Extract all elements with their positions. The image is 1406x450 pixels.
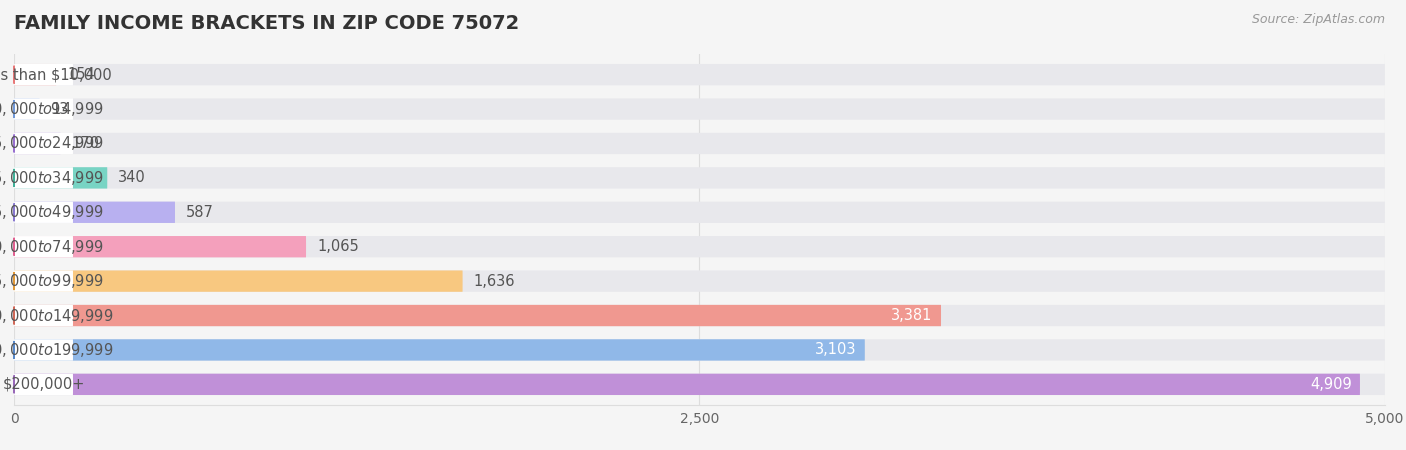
FancyBboxPatch shape bbox=[14, 133, 73, 154]
Text: $15,000 to $24,999: $15,000 to $24,999 bbox=[0, 135, 104, 153]
Text: 4,909: 4,909 bbox=[1310, 377, 1351, 392]
FancyBboxPatch shape bbox=[14, 99, 39, 120]
FancyBboxPatch shape bbox=[14, 305, 73, 326]
FancyBboxPatch shape bbox=[14, 305, 1385, 326]
FancyBboxPatch shape bbox=[14, 236, 307, 257]
Text: 1,065: 1,065 bbox=[316, 239, 359, 254]
Text: 170: 170 bbox=[72, 136, 100, 151]
Text: Source: ZipAtlas.com: Source: ZipAtlas.com bbox=[1251, 14, 1385, 27]
FancyBboxPatch shape bbox=[14, 202, 1385, 223]
FancyBboxPatch shape bbox=[14, 305, 941, 326]
FancyBboxPatch shape bbox=[14, 339, 73, 360]
Text: $100,000 to $149,999: $100,000 to $149,999 bbox=[0, 306, 114, 324]
Text: $50,000 to $74,999: $50,000 to $74,999 bbox=[0, 238, 104, 256]
Text: $35,000 to $49,999: $35,000 to $49,999 bbox=[0, 203, 104, 221]
FancyBboxPatch shape bbox=[14, 270, 73, 292]
FancyBboxPatch shape bbox=[14, 374, 1360, 395]
Text: 1,636: 1,636 bbox=[474, 274, 515, 288]
Text: $75,000 to $99,999: $75,000 to $99,999 bbox=[0, 272, 104, 290]
FancyBboxPatch shape bbox=[14, 167, 1385, 189]
Text: 154: 154 bbox=[67, 67, 96, 82]
FancyBboxPatch shape bbox=[14, 236, 1385, 257]
Text: FAMILY INCOME BRACKETS IN ZIP CODE 75072: FAMILY INCOME BRACKETS IN ZIP CODE 75072 bbox=[14, 14, 519, 33]
Text: $150,000 to $199,999: $150,000 to $199,999 bbox=[0, 341, 114, 359]
FancyBboxPatch shape bbox=[14, 167, 107, 189]
FancyBboxPatch shape bbox=[14, 374, 1385, 395]
Text: 3,103: 3,103 bbox=[815, 342, 856, 357]
Text: $25,000 to $34,999: $25,000 to $34,999 bbox=[0, 169, 104, 187]
Text: 587: 587 bbox=[186, 205, 214, 220]
FancyBboxPatch shape bbox=[14, 133, 1385, 154]
FancyBboxPatch shape bbox=[14, 236, 73, 257]
FancyBboxPatch shape bbox=[14, 167, 73, 189]
Text: 93: 93 bbox=[51, 102, 69, 117]
FancyBboxPatch shape bbox=[14, 99, 1385, 120]
FancyBboxPatch shape bbox=[14, 99, 73, 120]
FancyBboxPatch shape bbox=[14, 270, 463, 292]
Text: 3,381: 3,381 bbox=[891, 308, 932, 323]
Text: 340: 340 bbox=[118, 171, 146, 185]
Text: $10,000 to $14,999: $10,000 to $14,999 bbox=[0, 100, 104, 118]
FancyBboxPatch shape bbox=[14, 202, 174, 223]
FancyBboxPatch shape bbox=[14, 374, 73, 395]
FancyBboxPatch shape bbox=[14, 64, 1385, 86]
FancyBboxPatch shape bbox=[14, 133, 60, 154]
Text: Less than $10,000: Less than $10,000 bbox=[0, 67, 111, 82]
FancyBboxPatch shape bbox=[14, 339, 1385, 360]
FancyBboxPatch shape bbox=[14, 64, 73, 86]
FancyBboxPatch shape bbox=[14, 339, 865, 360]
FancyBboxPatch shape bbox=[14, 64, 56, 86]
Text: $200,000+: $200,000+ bbox=[3, 377, 84, 392]
FancyBboxPatch shape bbox=[14, 270, 1385, 292]
FancyBboxPatch shape bbox=[14, 202, 73, 223]
